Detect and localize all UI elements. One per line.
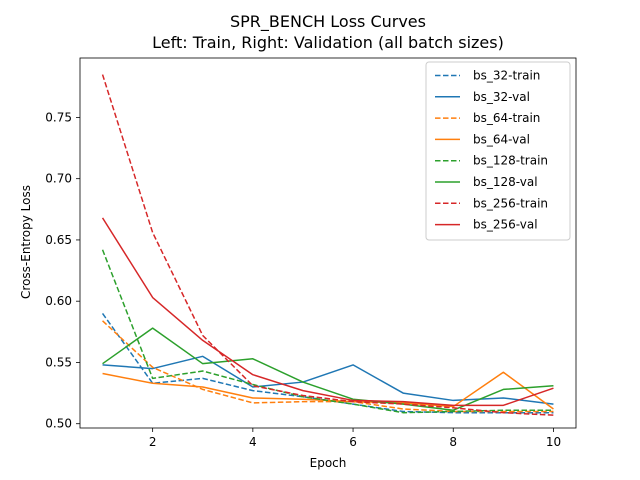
x-tick-label-4: 10: [546, 435, 561, 449]
plot-area: [101, 74, 554, 416]
chart-subtitle: Left: Train, Right: Validation (all batc…: [152, 33, 504, 52]
y-tick-label-3: 0.65: [45, 233, 72, 247]
legend-label-bs_256-val: bs_256-val: [473, 218, 538, 232]
x-axis-label: Epoch: [310, 456, 347, 470]
y-tick-label-0: 0.50: [45, 417, 72, 431]
legend-label-bs_64-val: bs_64-val: [473, 132, 530, 146]
x-tick-label-1: 4: [249, 435, 257, 449]
chart-title: SPR_BENCH Loss Curves: [230, 12, 426, 32]
legend-label-bs_128-val: bs_128-val: [473, 175, 538, 189]
y-tick-label-5: 0.75: [45, 110, 72, 124]
legend-label-bs_256-train: bs_256-train: [473, 196, 548, 210]
legend-label-bs_32-val: bs_32-val: [473, 90, 530, 104]
legend-label-bs_32-train: bs_32-train: [473, 69, 540, 83]
x-tick-label-2: 6: [349, 435, 357, 449]
axes-layer: 2 4 6 8 10 0.50 0.55 0.60 0.65 0.70 0.75: [45, 57, 577, 449]
x-tick-label-3: 8: [449, 435, 457, 449]
y-tick-label-2: 0.60: [45, 294, 72, 308]
legend-box: [425, 61, 571, 241]
plot-frame: [79, 57, 577, 429]
series-line-bs_256-val: [101, 217, 554, 407]
y-axis-label: Cross-Entropy Loss: [19, 185, 33, 299]
series-line-bs_128-val: [102, 327, 554, 411]
series-line-bs_256-train: [101, 74, 554, 416]
x-tick-label-0: 2: [149, 435, 157, 449]
legend-label-bs_128-train: bs_128-train: [473, 154, 548, 168]
y-tick-label-4: 0.70: [45, 172, 72, 186]
legend-label-bs_64-train: bs_64-train: [473, 111, 540, 125]
y-tick-label-1: 0.55: [45, 355, 72, 369]
legend: bs_32-train bs_32-val bs_64-train bs_64-val…: [425, 61, 571, 241]
